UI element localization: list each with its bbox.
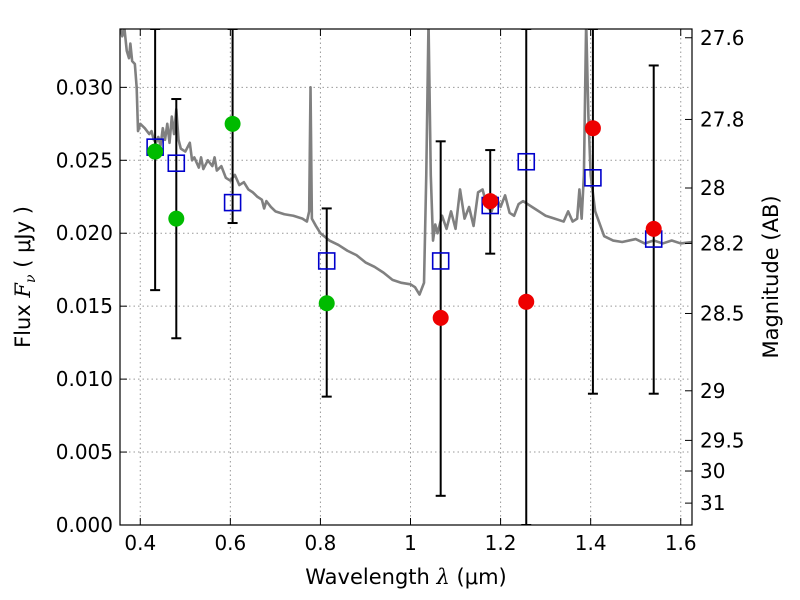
y2-axis-title: Magnitude (AB) (759, 195, 783, 358)
y-tick-label: 0.020 (56, 221, 113, 245)
y2-tick-label: 30 (700, 459, 725, 483)
x-tick-label: 0.4 (124, 531, 156, 555)
model-square-marker (431, 252, 450, 270)
nir-data-point (645, 220, 662, 237)
y2-tick-label: 29.5 (700, 428, 745, 452)
sed-template-line (120, 29, 692, 296)
y-tick-label: 0.000 (56, 513, 113, 537)
y-tick-label: 0.005 (56, 440, 113, 464)
optical-data-point (318, 295, 335, 312)
x-tick-label: 0.8 (305, 531, 337, 555)
model-square-marker (517, 152, 536, 171)
model-square-marker (167, 154, 186, 173)
model-square-marker (584, 169, 602, 187)
model-square-marker (317, 252, 336, 270)
y-axis-title: Flux Fν ( μJy ) (11, 206, 39, 348)
model-square-marker (223, 193, 242, 212)
x-tick-label: 1.4 (575, 531, 607, 555)
y2-tick-label: 27.6 (700, 26, 745, 50)
plot-area (120, 29, 692, 525)
optical-data-point (224, 115, 241, 132)
plot-frame (119, 28, 693, 526)
y2-tick-label: 27.8 (700, 107, 745, 131)
nir-data-point (432, 309, 449, 326)
y2-tick-label: 28.5 (700, 301, 745, 325)
y2-tick-label: 28.2 (700, 231, 745, 255)
y-tick-label: 0.030 (56, 75, 113, 99)
y2-tick-label: 29 (700, 379, 725, 403)
x-tick-label: 1.2 (485, 531, 517, 555)
axis-ticks: 0.4 0.6 0.8 1 1.2 1.4 1.6 0.000 0.005 0.010 0.015 0… (56, 26, 745, 555)
optical-data-point (147, 143, 164, 160)
y2-tick-label: 31 (700, 491, 725, 515)
y-tick-label: 0.025 (56, 148, 113, 172)
nir-data-point (482, 193, 499, 210)
x-tick-label: 1.6 (665, 531, 697, 555)
y2-tick-label: 28 (700, 176, 725, 200)
x-tick-label: 0.6 (214, 531, 246, 555)
x-tick-label: 1 (404, 531, 417, 555)
y-tick-label: 0.015 (56, 294, 113, 318)
nir-data-point (584, 120, 601, 137)
y-tick-label: 0.010 (56, 367, 113, 391)
nir-data-point (518, 293, 535, 310)
x-axis-title: Wavelength λ (μm) (305, 565, 506, 589)
optical-data-point (168, 210, 185, 227)
